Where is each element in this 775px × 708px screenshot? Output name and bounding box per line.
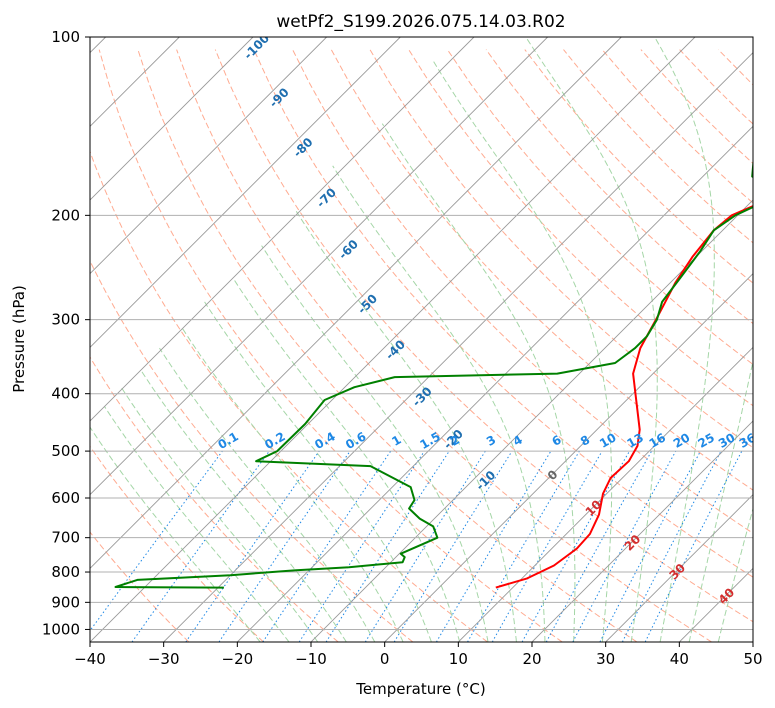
isotherm — [163, 52, 753, 642]
isotherm — [605, 494, 753, 642]
y-tick-label: 800 — [51, 563, 80, 581]
y-tick-label: 100 — [51, 28, 80, 46]
x-axis-title: Temperature (°C) — [355, 680, 485, 698]
moist-adiabat — [294, 208, 517, 642]
dry-adiabat — [90, 445, 264, 642]
dry-adiabat — [253, 49, 753, 578]
y-tick-label: 700 — [51, 529, 80, 547]
moist-adiabat — [433, 61, 613, 642]
isotherm — [90, 37, 475, 422]
dry-adiabat — [90, 356, 339, 642]
y-axis: 100 200 300 400 500 600 700 800 900 1000 — [42, 28, 90, 638]
isotherm — [90, 37, 696, 642]
moist-adiabat — [525, 37, 658, 642]
isotherm — [90, 37, 327, 275]
dry-adiabat — [330, 49, 753, 491]
moist-adiabat — [90, 426, 261, 642]
x-tick-label: 30 — [596, 650, 615, 668]
y-tick-label: 600 — [51, 489, 80, 507]
mixing-ratio-line — [218, 450, 351, 642]
chart-title: wetPf2_S199.2026.075.14.03.R02 — [276, 12, 565, 32]
dry-adiabat — [98, 49, 563, 642]
dry-adiabat — [90, 150, 488, 642]
y-tick-label: 900 — [51, 593, 80, 611]
x-tick-label: 0 — [380, 650, 390, 668]
plot-area: -100-90-80-70-60-50-40-30-20-10 010203040… — [90, 37, 758, 642]
dry-adiabat — [485, 49, 753, 325]
moist-adiabat — [654, 37, 715, 642]
temperature-profile — [495, 205, 753, 589]
mixing-ratio-line — [644, 450, 743, 642]
y-tick-label: 1000 — [42, 620, 80, 638]
isotherms — [90, 37, 753, 642]
isotherm — [310, 199, 753, 642]
isotherm — [531, 420, 753, 642]
plot-frame — [89, 36, 754, 643]
x-tick-label: 40 — [670, 650, 689, 668]
line-labels: -100-90-80-70-60-50-40-30-20-10 010203040… — [215, 37, 758, 607]
moist-adiabat — [103, 405, 290, 642]
mixing-ratio-label: 36 — [737, 430, 758, 450]
isotherm — [90, 37, 401, 348]
dry-adiabat — [214, 49, 753, 623]
mixing-ratio-line — [393, 450, 513, 642]
mixing-ratio-line — [131, 450, 270, 642]
isotherm — [384, 273, 753, 642]
x-axis: −40 −30 −20 −10 0 10 20 30 40 50 — [74, 642, 763, 668]
isotherm — [90, 37, 254, 201]
y-tick-label: 500 — [51, 442, 80, 460]
dry-adiabats — [90, 49, 753, 642]
dry-adiabat — [292, 49, 753, 534]
dry-adiabat — [90, 531, 190, 642]
pressure-gridlines — [90, 37, 753, 630]
x-tick-label: −10 — [295, 650, 327, 668]
x-tick-label: 50 — [743, 650, 762, 668]
isotherm — [90, 37, 548, 496]
x-tick-label: 20 — [522, 650, 541, 668]
mixing-ratio-line — [572, 450, 677, 642]
moist-adiabat — [261, 245, 489, 642]
mixing-ratio-line — [298, 450, 425, 642]
isotherm — [458, 346, 753, 642]
moist-adiabat — [688, 358, 753, 642]
isotherm — [237, 125, 753, 642]
dry-adiabat — [369, 49, 753, 449]
moist-adiabat — [159, 347, 376, 642]
mixing-ratio-line — [185, 450, 320, 642]
dry-adiabat — [137, 49, 638, 642]
moist-adiabat — [381, 123, 576, 642]
mixing-ratio-line — [545, 450, 653, 642]
x-tick-label: 10 — [449, 650, 468, 668]
x-tick-label: −40 — [74, 650, 106, 668]
dry-adiabat — [408, 49, 753, 407]
mixing-ratio-line — [90, 450, 223, 632]
sounding-series — [114, 157, 753, 589]
isotherm — [90, 37, 622, 569]
moist-adiabat — [232, 277, 461, 642]
x-tick-label: −20 — [222, 650, 254, 668]
y-tick-label: 300 — [51, 311, 80, 329]
y-axis-title: Pressure (hPa) — [10, 285, 28, 393]
y-tick-label: 400 — [51, 385, 80, 403]
mixing-ratio-line — [262, 450, 392, 642]
y-tick-label: 200 — [51, 206, 80, 224]
moist-adiabat — [181, 327, 404, 642]
x-tick-label: −30 — [148, 650, 180, 668]
mixing-ratio-lines — [90, 450, 743, 642]
dry-adiabat — [90, 259, 414, 642]
dewpoint-profile — [114, 157, 753, 589]
mixing-ratio-line — [521, 450, 630, 642]
moist-adiabat — [140, 369, 347, 642]
